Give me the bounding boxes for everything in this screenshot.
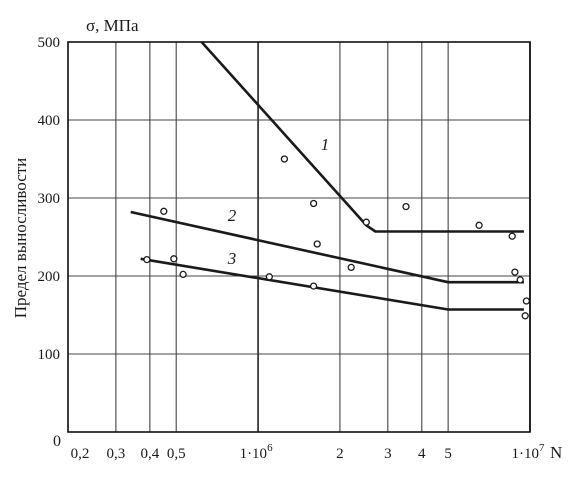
data-point	[362, 218, 370, 226]
x-tick-label: 4	[418, 446, 426, 462]
data-point	[475, 221, 483, 229]
data-point	[160, 207, 168, 215]
y-tick-label: 100	[38, 347, 61, 363]
origin-label: 0	[53, 433, 61, 450]
data-point	[309, 199, 318, 208]
x-tick-label: 3	[384, 446, 392, 462]
series-label-2: 2	[228, 206, 237, 225]
x-tick-label: 0,3	[107, 446, 126, 462]
plot-frame	[67, 41, 531, 433]
grid	[67, 41, 531, 432]
data-point	[347, 263, 355, 272]
x-tick-label: 0,4	[140, 446, 159, 462]
data-point	[170, 255, 178, 263]
x-tick-label: 1·107	[512, 442, 546, 462]
y-tick-label: 200	[38, 269, 61, 285]
x-tick-label: 5	[444, 446, 452, 462]
series-line-3	[140, 257, 524, 311]
data-point	[402, 202, 410, 211]
data-point	[313, 240, 321, 248]
tick-labels: 100 200 300 400 500 0,2 0,3 0,4 0,5 1·106 2 3 4 5 1·10…	[38, 35, 546, 462]
y-tick-label: 400	[38, 113, 61, 129]
y-tick-label: 300	[38, 191, 61, 207]
data-point	[522, 297, 531, 305]
series-label-1: 1	[321, 135, 330, 154]
series-lines: 1 2 3	[130, 41, 524, 311]
data-point	[521, 312, 529, 320]
x-tick-label: 0,5	[167, 446, 186, 462]
y-axis-title: Предел выносливости	[11, 158, 30, 319]
y-tick-label: 500	[38, 35, 61, 51]
data-point	[508, 232, 516, 240]
series-label-3: 3	[227, 249, 237, 268]
x-tick-label: 1·106	[240, 442, 274, 462]
y-unit-label: σ, МПа	[86, 16, 139, 35]
data-point	[516, 276, 524, 284]
series-line-1	[200, 41, 524, 233]
x-unit-label: N	[550, 443, 562, 462]
data-point	[309, 282, 318, 290]
plot-border	[67, 41, 531, 433]
data-point	[179, 270, 187, 279]
data-points	[143, 155, 531, 320]
x-tick-label: 0,2	[71, 446, 90, 462]
series-line-2	[130, 210, 524, 284]
data-point	[280, 155, 289, 163]
x-tick-label: 2	[336, 446, 344, 462]
data-point	[143, 255, 151, 264]
data-point	[511, 268, 519, 276]
data-point	[265, 273, 273, 281]
